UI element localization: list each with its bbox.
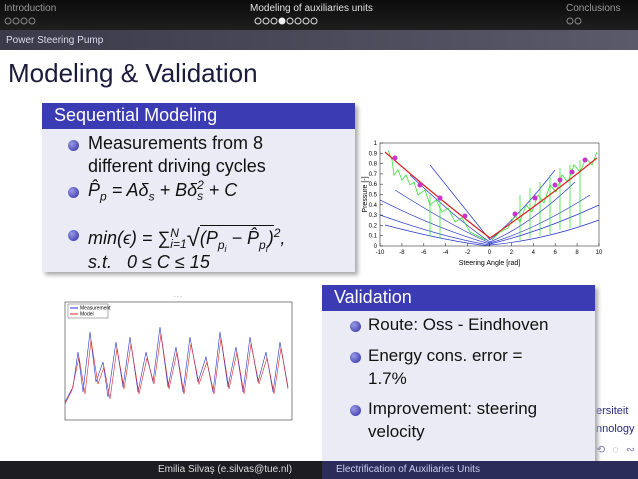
y-tick-label: 0.3 — [369, 213, 378, 219]
x-tick-label: -8 — [399, 250, 405, 256]
y-tick-label: 0.1 — [369, 234, 378, 240]
plot-title: · · · — [174, 294, 182, 300]
math: − — [226, 228, 248, 248]
math: i — [224, 243, 227, 254]
slide-title: Modeling & Validation — [8, 58, 258, 88]
math: 2 — [197, 178, 204, 193]
y-tick-label: 0.2 — [369, 223, 378, 229]
block-title: Sequential Modeling — [42, 103, 355, 129]
y-tick-label: 0 — [374, 244, 378, 250]
constraint: s.t. 0 ≤ C ≤ 15 — [88, 251, 210, 274]
formula: min(ϵ) = ∑N i=1√(Ppi − P̂pi)2, — [88, 225, 286, 254]
legend-label: Measurement — [80, 306, 111, 312]
math: i — [265, 243, 268, 254]
math: min(ϵ) = — [88, 228, 158, 248]
footer-left — [0, 461, 322, 479]
validation-plot: · · · Measurement Model — [64, 294, 293, 421]
x-tick-label: 10 — [596, 250, 603, 256]
subsection: Power Steering Pump — [6, 35, 104, 46]
math: (P — [199, 228, 218, 248]
bullet — [350, 321, 361, 332]
math: P̂ — [88, 180, 101, 200]
x-tick-label: 2 — [510, 250, 514, 256]
math: P̂ — [247, 228, 260, 248]
footer-right — [322, 461, 638, 479]
plot-curves — [379, 149, 600, 247]
x-tick-label: 4 — [532, 250, 536, 256]
x-axis-label: Steering Angle [rad] — [459, 260, 521, 267]
bullet-text: Measurements from 8 different driving cyc… — [88, 132, 266, 178]
x-tick-label: -4 — [443, 250, 449, 256]
bullet — [68, 230, 79, 241]
math: = Aδ — [106, 180, 149, 200]
math: s — [148, 189, 155, 204]
math: , — [280, 228, 286, 248]
y-tick-label: 0.7 — [369, 172, 378, 178]
footer-title: Electrification of Auxiliaries Units — [336, 464, 480, 475]
bullet-text: Energy cons. error = 1.7% — [368, 346, 523, 388]
plot-markers — [392, 155, 588, 219]
math: ) — [267, 228, 274, 248]
math: 2 — [273, 226, 281, 240]
logo-text: nnology — [596, 423, 635, 435]
line: different driving cycles — [88, 156, 266, 176]
math: i=1 — [170, 237, 187, 252]
nav-symbols[interactable]: ⟲ ◌ ∾ — [596, 444, 638, 456]
x-tick-label: -10 — [376, 250, 385, 256]
x-tick-label: -6 — [421, 250, 427, 256]
plot-frame — [379, 142, 600, 247]
math: ∑ — [157, 228, 171, 248]
bullet — [350, 352, 361, 363]
x-tick-label: -2 — [465, 250, 471, 256]
y-tick-label: 0.5 — [369, 193, 378, 199]
y-tick-label: 0.8 — [369, 162, 378, 168]
logo-text: ersiteit — [596, 405, 629, 417]
footer-author: Emilia Silvaş (e.silvas@tue.nl) — [157, 464, 293, 475]
block-title: Validation — [322, 285, 595, 311]
math: N — [170, 226, 179, 241]
math: p — [100, 189, 107, 204]
math: p — [217, 237, 225, 252]
math: 0 ≤ C ≤ 15 — [127, 252, 210, 272]
subsection-bar — [0, 30, 638, 50]
y-tick-label: 0.9 — [369, 151, 378, 157]
logo: ersiteit nnology — [596, 402, 635, 438]
line: Measurements from 8 — [88, 133, 264, 153]
bullet — [350, 405, 361, 416]
x-tick-label: 0 — [488, 250, 492, 256]
y-axis-label: Pressure [-] — [362, 176, 369, 212]
math: s.t. — [88, 252, 113, 272]
math: + Bδ — [154, 180, 198, 200]
nav-dots — [4, 17, 582, 25]
legend-label: Model — [80, 312, 94, 318]
section-link[interactable]: Modeling of auxiliaries units — [250, 3, 373, 14]
bullet — [68, 140, 79, 151]
y-tick-label: 1 — [374, 141, 378, 147]
math: p — [259, 237, 266, 252]
math: + C — [203, 180, 238, 200]
header-bar — [0, 0, 638, 30]
bullet-text: Improvement: steering velocity — [368, 399, 538, 441]
bullet — [68, 187, 79, 198]
y-tick-label: 0.4 — [369, 203, 378, 209]
section-link[interactable]: Conclusions — [566, 3, 621, 14]
math: s — [197, 189, 204, 204]
x-tick-label: 6 — [554, 250, 558, 256]
block — [42, 103, 355, 272]
bullet-text: Route: Oss - Eindhoven — [368, 315, 549, 334]
block — [322, 285, 595, 465]
y-tick-label: 0.6 — [369, 182, 378, 188]
formula: P̂p = Aδs + Bδ2 s + C — [88, 179, 237, 209]
x-tick-label: 8 — [575, 250, 579, 256]
section-link[interactable]: Introduction — [4, 3, 57, 14]
